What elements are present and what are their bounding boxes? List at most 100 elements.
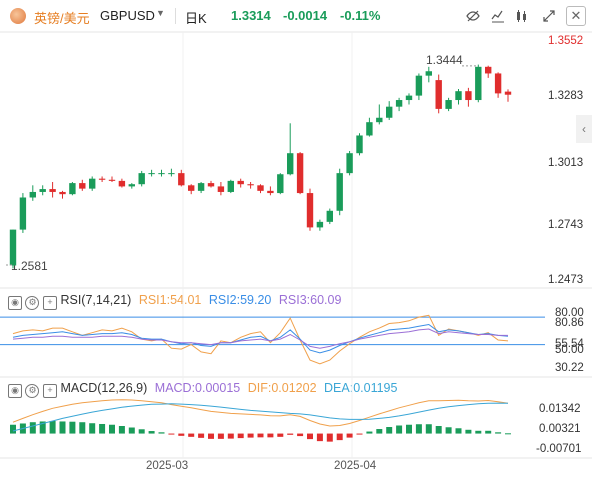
rsi2-value: RSI2:59.20 bbox=[208, 293, 272, 307]
macd-axis-label: -0.00701 bbox=[536, 443, 582, 455]
candle-body bbox=[356, 135, 363, 154]
macd-histogram-bar bbox=[277, 433, 284, 437]
macd-histogram-bar bbox=[118, 426, 125, 434]
macd-histogram-bar bbox=[297, 433, 304, 437]
price-axis-label: 1.3013 bbox=[548, 157, 584, 169]
fullscreen-icon[interactable] bbox=[542, 9, 556, 23]
eye-icon[interactable]: ◉ bbox=[8, 296, 22, 310]
gear-icon[interactable]: ⚙ bbox=[25, 384, 40, 398]
gbp-flag-icon bbox=[10, 8, 26, 24]
candle-body bbox=[376, 117, 383, 123]
expand-icon[interactable]: + bbox=[42, 296, 57, 310]
candle-body bbox=[465, 91, 472, 101]
macd-axis-label: 0.00321 bbox=[539, 423, 581, 435]
macd-histogram-bar bbox=[475, 430, 482, 434]
candle-body bbox=[9, 229, 17, 266]
rsi-axis-label: 55.54 bbox=[555, 338, 584, 350]
candle-body bbox=[267, 190, 274, 194]
macd-histogram-bar bbox=[257, 433, 264, 438]
macd-histogram-bar bbox=[247, 433, 254, 438]
candle-body bbox=[247, 184, 254, 186]
rsi-header: ◉ ⚙ + RSI(7,14,21) RSI1:54.01 RSI2:59.20… bbox=[8, 293, 341, 310]
expand-icon[interactable]: + bbox=[42, 384, 57, 398]
rsi-axis-label: 80.00 bbox=[555, 307, 584, 319]
macd-histogram-bar bbox=[217, 433, 224, 439]
chevron-down-icon[interactable]: ▼ bbox=[156, 8, 165, 18]
macd-histogram-bar bbox=[376, 429, 383, 434]
macd-histogram-bar bbox=[10, 424, 16, 434]
candle-body bbox=[257, 185, 264, 191]
candle-body bbox=[217, 186, 225, 192]
macd-histogram-bar bbox=[396, 425, 403, 434]
macd-histogram-bar bbox=[356, 433, 363, 435]
candle-body bbox=[207, 183, 215, 187]
candle-body bbox=[287, 153, 294, 175]
candle-body bbox=[395, 100, 403, 107]
eye-icon[interactable]: ◉ bbox=[8, 384, 22, 398]
macd-histogram-bar bbox=[495, 432, 502, 434]
gear-icon[interactable]: ⚙ bbox=[25, 296, 40, 310]
candle-body bbox=[386, 106, 393, 118]
divider bbox=[175, 8, 176, 24]
candle-body bbox=[445, 100, 452, 109]
gear-icon[interactable] bbox=[515, 9, 529, 23]
instrument-name[interactable]: 英镑/美元 bbox=[34, 11, 90, 26]
candle-body bbox=[316, 221, 324, 228]
macd-histogram-bar bbox=[406, 424, 412, 434]
candle-body bbox=[405, 95, 413, 101]
macd-histogram-bar bbox=[435, 426, 442, 434]
chevron-left-icon[interactable]: ‹ bbox=[576, 115, 592, 143]
candle-body bbox=[128, 184, 135, 187]
eye-off-icon[interactable] bbox=[466, 9, 480, 23]
candle-body bbox=[49, 189, 56, 192]
macd-histogram-bar bbox=[29, 422, 36, 434]
candle-body bbox=[29, 191, 36, 198]
candle-body bbox=[98, 178, 106, 180]
rsi1-value: RSI1:54.01 bbox=[138, 293, 202, 307]
candle-body bbox=[277, 174, 284, 194]
macd-histogram-bar bbox=[485, 430, 492, 434]
candle-body bbox=[346, 153, 353, 174]
macd-histogram-bar bbox=[415, 424, 422, 434]
macd-histogram-bar bbox=[386, 427, 393, 434]
macd-histogram-bar bbox=[267, 433, 274, 438]
macd-histogram-bar bbox=[198, 433, 205, 438]
macd-histogram-bar bbox=[188, 433, 195, 437]
rsi-title: RSI(7,14,21) bbox=[60, 293, 132, 307]
price-change-pct: -0.11% bbox=[340, 8, 381, 23]
candle-body bbox=[435, 80, 442, 109]
rsi-axis-label: 50.00 bbox=[555, 344, 584, 356]
macd-title: MACD(12,26,9) bbox=[60, 381, 148, 395]
macd-histogram-bar bbox=[505, 433, 511, 435]
candle-body bbox=[59, 191, 66, 195]
line-compare-icon[interactable] bbox=[491, 9, 505, 23]
candle-body bbox=[494, 73, 502, 94]
macd-header: ◉ ⚙ + MACD(12,26,9) MACD:0.00015 DIF:0.0… bbox=[8, 381, 397, 398]
rsi3-value: RSI3:60.09 bbox=[278, 293, 342, 307]
price-change: -0.0014 bbox=[283, 8, 328, 23]
macd-histogram-bar bbox=[49, 420, 56, 434]
dif-line bbox=[12, 399, 509, 427]
candle-body bbox=[89, 178, 96, 189]
macd-histogram-bar bbox=[227, 433, 234, 439]
candle-body bbox=[197, 183, 205, 191]
candle-body bbox=[475, 66, 482, 101]
macd-histogram-bar bbox=[158, 432, 165, 434]
dea-value: DEA:0.01195 bbox=[324, 381, 398, 395]
period-selector[interactable]: 日K bbox=[185, 11, 207, 26]
candle-body bbox=[118, 180, 126, 187]
macd-histogram-bar bbox=[336, 433, 343, 441]
rsi3-line bbox=[12, 328, 508, 349]
candle-body bbox=[148, 173, 155, 175]
macd-histogram-bar bbox=[69, 421, 76, 434]
candle-body bbox=[336, 173, 343, 211]
candle-body bbox=[366, 122, 373, 136]
close-icon[interactable]: ✕ bbox=[566, 6, 586, 26]
macd-histogram-bar bbox=[208, 433, 214, 439]
price-axis-label: 1.2473 bbox=[548, 274, 584, 286]
macd-histogram-bar bbox=[148, 431, 155, 434]
instrument-code[interactable]: GBPUSD bbox=[100, 8, 155, 23]
macd-histogram-bar bbox=[425, 424, 432, 434]
macd-histogram-bar bbox=[138, 429, 145, 434]
